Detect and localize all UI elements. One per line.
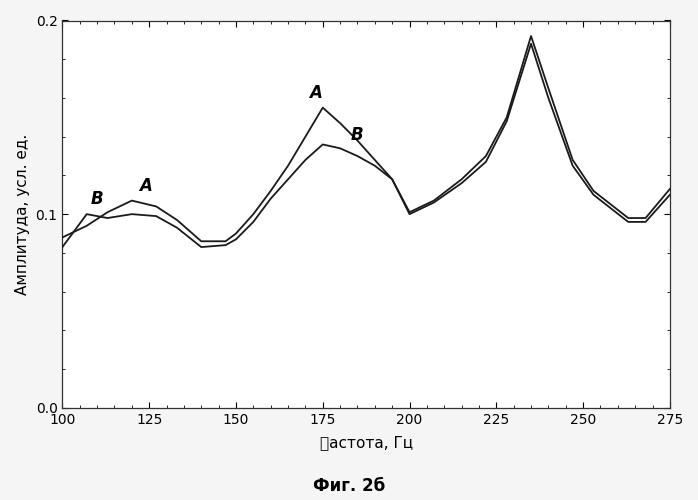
Text: A: A xyxy=(309,84,322,102)
X-axis label: 䉾астота, Гц: 䉾астота, Гц xyxy=(320,435,413,450)
Y-axis label: Амплитуда, усл. ед.: Амплитуда, усл. ед. xyxy=(15,134,30,295)
Text: B: B xyxy=(351,126,364,144)
Text: A: A xyxy=(140,177,152,195)
Text: Фиг. 2б: Фиг. 2б xyxy=(313,477,385,495)
Text: B: B xyxy=(91,190,103,208)
